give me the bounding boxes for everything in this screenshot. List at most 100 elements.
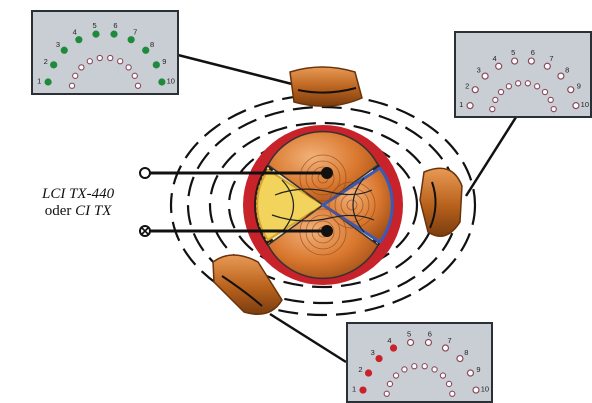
led-off [511, 57, 519, 65]
meter-number: 1 [352, 385, 356, 394]
terminal-cross-icon [140, 226, 150, 236]
led-off [481, 72, 489, 80]
led-inner [86, 58, 93, 65]
clamp-bottom-left [212, 254, 283, 315]
led-off [572, 102, 580, 110]
led-on [44, 78, 52, 86]
led-off [441, 344, 450, 352]
led-inner [497, 88, 505, 96]
meter-number: 8 [464, 348, 468, 357]
led-off [567, 86, 575, 94]
meter-number: 2 [465, 82, 469, 91]
meter-number: 7 [447, 336, 451, 345]
meter-panel-top-left: 1 2 3 4 5 6 7 8 9 10 [31, 10, 179, 95]
led-on [92, 30, 100, 38]
led-inner [445, 380, 453, 388]
meter-number: 8 [150, 40, 154, 49]
led-off [495, 62, 503, 70]
meter-number: 6 [428, 330, 432, 339]
label-line-2: oder CI TX [42, 203, 114, 220]
connector-line-top-left [177, 53, 293, 86]
led-inner [78, 64, 85, 71]
led-on [60, 46, 68, 54]
clamp-right [419, 167, 463, 237]
terminal-top [139, 167, 151, 179]
led-inner [125, 64, 132, 71]
led-inner [68, 82, 76, 89]
meter-number: 2 [44, 57, 48, 66]
meter-number: 4 [492, 54, 496, 63]
led-off [557, 72, 565, 80]
meter-number: 10 [581, 100, 589, 109]
led-off [406, 338, 415, 347]
label-line-2-prefix: oder [44, 203, 76, 219]
led-on [110, 30, 118, 38]
meter-number: 3 [371, 348, 375, 357]
inner-field-lines [271, 177, 375, 233]
meter-number: 7 [549, 54, 553, 63]
meter-number: 3 [477, 66, 481, 75]
meter-number: 6 [531, 48, 535, 57]
led-inner [449, 390, 456, 397]
core-bottom [267, 204, 379, 280]
led-on [152, 61, 160, 69]
led-off [472, 386, 480, 394]
led-inner [550, 105, 557, 113]
led-on [50, 61, 58, 69]
led-off [456, 354, 464, 363]
meter-number: 1 [459, 100, 463, 109]
label-line-2-model: CI TX [75, 203, 112, 219]
led-inner [524, 80, 532, 87]
led-inner [533, 83, 541, 90]
led-inner [401, 366, 408, 373]
label-line-1: LCI TX-440 [42, 186, 115, 202]
instrument-label: LCI TX-440 oder CI TX [42, 186, 114, 220]
led-inner [541, 88, 549, 96]
meter-number: 1 [37, 77, 41, 86]
meter-number: 6 [113, 21, 117, 30]
led-inner [421, 363, 428, 370]
led-off [543, 62, 551, 70]
led-on [127, 36, 135, 44]
led-inner [96, 54, 103, 62]
led-inner [505, 83, 513, 90]
meter-number: 4 [387, 336, 391, 345]
cable-cross-section [243, 125, 403, 285]
led-inner [547, 96, 554, 104]
connector-line-top-right [464, 113, 520, 197]
core-right [320, 165, 394, 245]
led-on [75, 36, 83, 44]
led-inner [489, 105, 496, 113]
meter-number: 4 [73, 28, 77, 37]
meter-number: 9 [577, 82, 581, 91]
meter-panel-bottom-right: 1 2 3 4 5 6 7 8 9 10 [346, 322, 493, 403]
led-off [466, 369, 475, 377]
led-off [527, 57, 535, 65]
meter-number: 9 [476, 365, 480, 374]
meter-panel-top-right: 1 2 3 4 5 6 7 8 9 10 [454, 31, 592, 118]
meter-number: 2 [358, 365, 362, 374]
meter-number: 5 [407, 330, 411, 339]
led-inner [383, 390, 390, 397]
led-inner [392, 372, 400, 379]
led-inner [72, 72, 79, 79]
clamp-top [289, 66, 363, 107]
meter-number: 5 [511, 48, 515, 57]
led-inner [386, 380, 394, 388]
led-inner [439, 372, 447, 379]
led-on [389, 344, 398, 352]
led-inner [107, 54, 114, 62]
led-inner [514, 80, 522, 87]
led-off [424, 338, 433, 347]
connector-line-bottom-right [269, 312, 347, 364]
meter-number: 10 [481, 385, 489, 394]
meter-number: 9 [162, 57, 166, 66]
core-top [267, 130, 379, 206]
led-inner [492, 96, 499, 104]
led-inner [131, 72, 138, 79]
